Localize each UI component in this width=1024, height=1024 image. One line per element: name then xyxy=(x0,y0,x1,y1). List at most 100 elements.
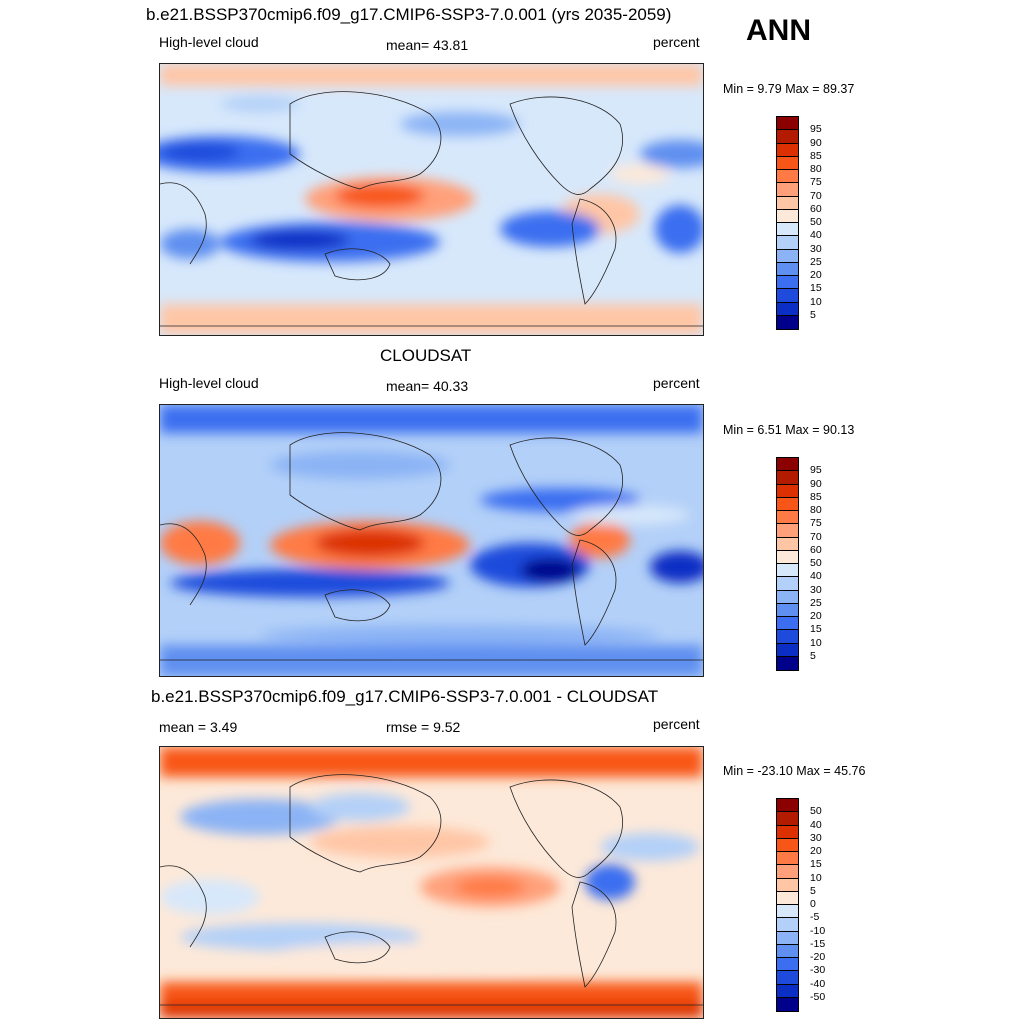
map-obs-field xyxy=(160,405,703,676)
colorbar-swatch xyxy=(777,484,798,498)
colorbar-swatch xyxy=(777,852,798,866)
minmax-label-obs: Min = 6.51 Max = 90.13 xyxy=(723,423,855,437)
colorbar-obs xyxy=(776,457,799,672)
colorbar-tick-label: 70 xyxy=(810,189,822,202)
colorbar-swatch xyxy=(777,825,798,839)
colorbar-tick-label: -40 xyxy=(810,977,826,990)
rmse-label-diff: rmse = 9.52 xyxy=(386,719,461,735)
mean-label-model: mean= 43.81 xyxy=(386,37,469,53)
colorbar-tick-label: 40 xyxy=(810,229,822,242)
colorbar-swatch xyxy=(777,564,798,578)
colorbar-tick-label: 80 xyxy=(810,504,822,516)
colorbar-tick-label: 15 xyxy=(810,282,822,295)
colorbar-diff xyxy=(776,798,799,1013)
colorbar-swatch xyxy=(777,170,798,184)
colorbar-swatch xyxy=(777,223,798,237)
map-model xyxy=(159,63,704,336)
colorbar-tick-label: 50 xyxy=(810,557,822,569)
colorbar-tick-label: 5 xyxy=(810,308,816,321)
colorbar-swatch xyxy=(777,236,798,250)
colorbar-swatch xyxy=(777,117,798,131)
colorbar-swatch xyxy=(777,524,798,538)
colorbar-swatch xyxy=(777,143,798,157)
colorbar-swatch xyxy=(777,891,798,906)
colorbar-tick-label: 60 xyxy=(810,202,822,215)
colorbar-swatch xyxy=(777,617,798,631)
colorbar-tick-label: 40 xyxy=(810,570,822,583)
colorbar-ticks-obs: 95 90 85 80 75 70 60 50 40 30 25 20 15 10 5 xyxy=(810,457,850,669)
colorbar-swatch xyxy=(777,630,798,644)
colorbar-swatch xyxy=(777,130,798,144)
colorbar-tick-label: 25 xyxy=(810,596,822,609)
colorbar-tick-label: -20 xyxy=(810,951,826,963)
colorbar-swatch xyxy=(777,315,798,330)
colorbar-swatch xyxy=(777,471,798,485)
variable-label-model: High-level cloud xyxy=(159,34,259,50)
map-model-field xyxy=(160,64,703,335)
minmax-label-model: Min = 9.79 Max = 89.37 xyxy=(723,82,855,96)
colorbar-swatch xyxy=(777,838,798,853)
colorbar-tick-label: 70 xyxy=(810,530,822,543)
colorbar-swatch xyxy=(777,537,798,551)
colorbar-swatch xyxy=(777,984,798,998)
units-label-obs: percent xyxy=(653,375,700,391)
colorbar-tick-label: 75 xyxy=(810,517,822,530)
colorbar-tick-label: 10 xyxy=(810,871,822,884)
colorbar-swatch xyxy=(777,603,798,618)
colorbar-swatch xyxy=(777,590,798,604)
colorbar-swatch xyxy=(777,944,798,959)
colorbar-swatch xyxy=(777,458,798,472)
colorbar-swatch xyxy=(777,812,798,826)
colorbar-tick-label: 5 xyxy=(810,884,816,897)
colorbar-swatch xyxy=(777,643,798,657)
map-diff xyxy=(159,746,704,1019)
colorbar-tick-label: 15 xyxy=(810,623,822,636)
colorbar-tick-label: 20 xyxy=(810,610,822,622)
colorbar-swatch xyxy=(777,196,798,210)
colorbar-tick-label: 90 xyxy=(810,136,822,149)
season-label: ANN xyxy=(746,14,811,47)
colorbar-tick-label: 20 xyxy=(810,845,822,857)
colorbar-tick-label: 5 xyxy=(810,649,816,662)
panel-title-obs: CLOUDSAT xyxy=(380,346,472,365)
colorbar-tick-label: 30 xyxy=(810,831,822,844)
colorbar-tick-label: 30 xyxy=(810,583,822,596)
colorbar-tick-label: 75 xyxy=(810,176,822,189)
colorbar-swatch xyxy=(777,276,798,290)
colorbar-tick-label: 95 xyxy=(810,123,822,136)
colorbar-tick-label: -5 xyxy=(810,911,820,924)
variable-label-obs: High-level cloud xyxy=(159,375,259,391)
colorbar-swatch xyxy=(777,262,798,277)
colorbar-tick-label: 50 xyxy=(810,805,822,818)
colorbar-tick-label: 25 xyxy=(810,255,822,268)
mean-label-diff: mean = 3.49 xyxy=(159,719,238,735)
colorbar-tick-label: 50 xyxy=(810,216,822,228)
colorbar-tick-label: -10 xyxy=(810,924,826,937)
mean-label-obs: mean= 40.33 xyxy=(386,378,469,394)
colorbar-swatch xyxy=(777,302,798,316)
colorbar-tick-label: 60 xyxy=(810,543,822,556)
units-label-diff: percent xyxy=(653,716,700,732)
colorbar-swatch xyxy=(777,931,798,945)
minmax-label-diff: Min = -23.10 Max = 45.76 xyxy=(723,764,866,778)
colorbar-tick-label: 85 xyxy=(810,490,822,503)
colorbar-swatch xyxy=(777,550,798,565)
units-label-model: percent xyxy=(653,34,700,50)
colorbar-swatch xyxy=(777,249,798,263)
colorbar-swatch xyxy=(777,799,798,813)
colorbar-swatch xyxy=(777,209,798,224)
colorbar-tick-label: 80 xyxy=(810,163,822,175)
colorbar-tick-label: 40 xyxy=(810,818,822,831)
colorbar-swatch xyxy=(777,497,798,512)
colorbar-tick-label: -30 xyxy=(810,964,826,977)
colorbar-tick-label: 90 xyxy=(810,477,822,490)
colorbar-swatch xyxy=(777,156,798,171)
colorbar-ticks-diff: 50 40 30 20 15 10 5 0 -5 -10 -15 -20 -30 -40 -50 xyxy=(810,798,850,1010)
colorbar-tick-label: -15 xyxy=(810,937,826,950)
colorbar-model xyxy=(776,116,799,331)
colorbar-swatch xyxy=(777,878,798,892)
map-obs xyxy=(159,404,704,677)
map-diff-field xyxy=(160,747,703,1018)
colorbar-tick-label: 95 xyxy=(810,464,822,477)
colorbar-tick-label: 0 xyxy=(810,898,816,910)
